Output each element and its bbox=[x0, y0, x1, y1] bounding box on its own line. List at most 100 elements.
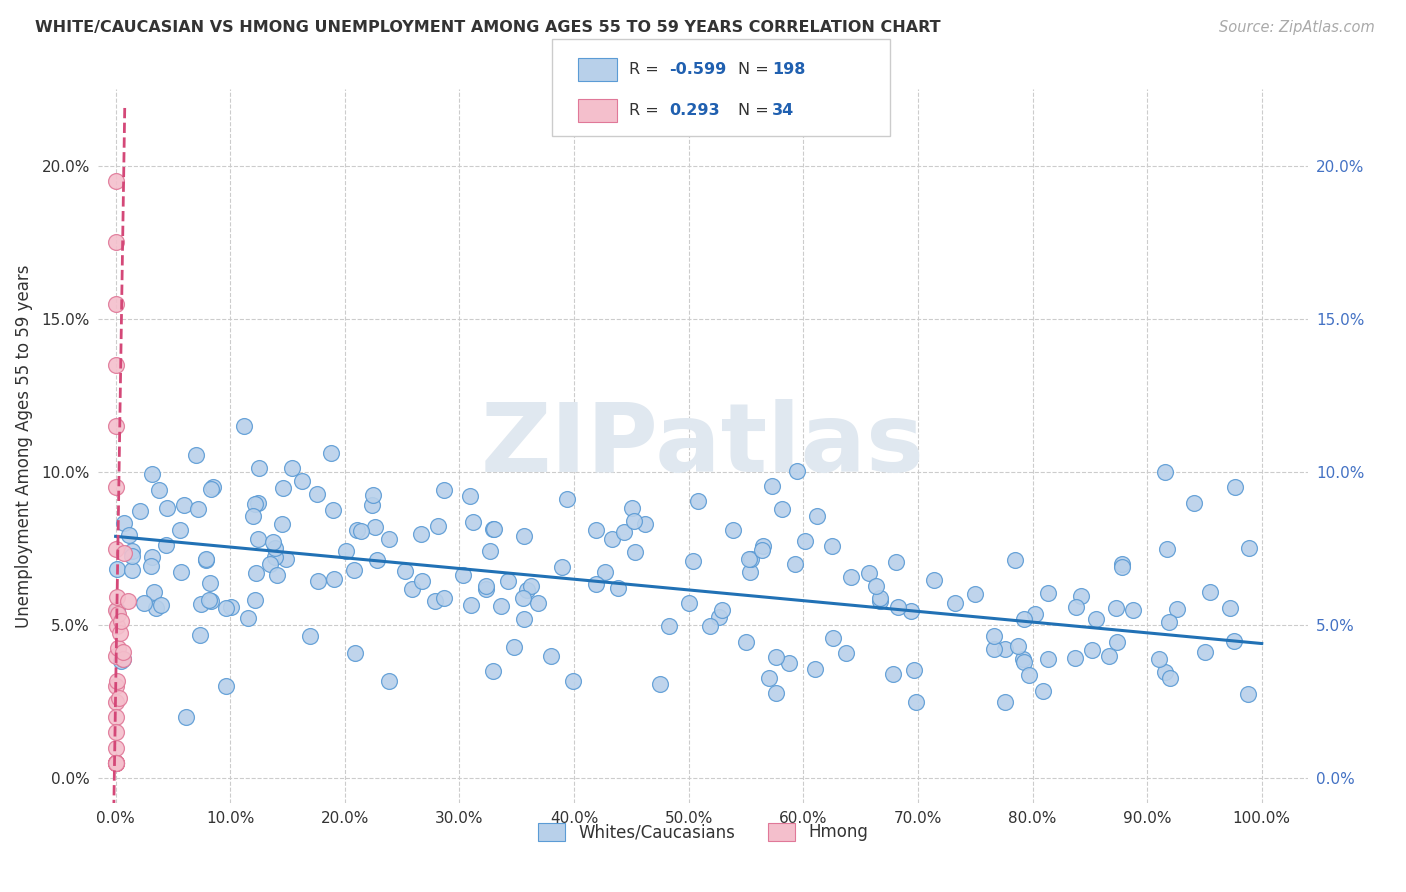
Point bbox=[512, 591, 534, 605]
Point bbox=[600, 533, 623, 547]
Point bbox=[104, 419, 127, 434]
Point bbox=[184, 448, 207, 462]
Point bbox=[1222, 633, 1244, 648]
Point bbox=[711, 603, 734, 617]
Text: ZIPatlas: ZIPatlas bbox=[481, 400, 925, 492]
Point bbox=[104, 648, 127, 663]
Point bbox=[1007, 639, 1029, 653]
Point bbox=[112, 546, 135, 560]
Point bbox=[1064, 651, 1087, 665]
Point bbox=[274, 552, 297, 566]
Point bbox=[551, 560, 574, 574]
Point bbox=[778, 656, 800, 670]
Point bbox=[104, 480, 127, 494]
Point bbox=[620, 500, 643, 515]
Point bbox=[1014, 655, 1036, 669]
Point bbox=[343, 646, 366, 660]
Point bbox=[903, 663, 925, 677]
Point bbox=[105, 562, 128, 576]
FancyBboxPatch shape bbox=[551, 39, 890, 136]
Point bbox=[242, 509, 264, 524]
Point bbox=[1111, 558, 1133, 572]
Point bbox=[188, 628, 211, 642]
Text: WHITE/CAUCASIAN VS HMONG UNEMPLOYMENT AMONG AGES 55 TO 59 YEARS CORRELATION CHAR: WHITE/CAUCASIAN VS HMONG UNEMPLOYMENT AM… bbox=[35, 20, 941, 35]
Point bbox=[965, 587, 987, 601]
Point bbox=[361, 488, 384, 502]
Point bbox=[169, 565, 191, 579]
Point bbox=[740, 552, 762, 566]
Text: 0.293: 0.293 bbox=[669, 103, 720, 118]
Text: R =: R = bbox=[630, 62, 664, 77]
Point bbox=[945, 596, 967, 610]
Point bbox=[110, 626, 132, 640]
Point bbox=[104, 756, 127, 770]
Point bbox=[993, 641, 1015, 656]
Text: R =: R = bbox=[630, 103, 669, 118]
Point bbox=[765, 686, 787, 700]
Point bbox=[104, 174, 127, 188]
Point bbox=[243, 497, 266, 511]
Point bbox=[169, 523, 191, 537]
Point bbox=[475, 582, 498, 596]
Point bbox=[770, 502, 793, 516]
Point bbox=[246, 532, 269, 546]
Point bbox=[839, 570, 862, 584]
Point bbox=[245, 593, 267, 607]
Point bbox=[290, 474, 312, 488]
Point bbox=[658, 619, 681, 633]
Point bbox=[900, 604, 922, 618]
Point bbox=[394, 564, 416, 578]
Point bbox=[321, 446, 343, 460]
Point bbox=[121, 549, 143, 563]
Point bbox=[699, 619, 721, 633]
Point bbox=[593, 565, 616, 579]
Point bbox=[121, 543, 143, 558]
Point bbox=[219, 599, 242, 614]
Point bbox=[709, 610, 731, 624]
Point bbox=[804, 662, 827, 676]
Point bbox=[834, 646, 856, 660]
Point bbox=[266, 568, 288, 582]
Point bbox=[104, 756, 127, 770]
Point bbox=[613, 524, 636, 539]
Point bbox=[104, 756, 127, 770]
Point bbox=[1219, 600, 1241, 615]
Point bbox=[335, 544, 357, 558]
Point bbox=[118, 528, 141, 542]
Point bbox=[1024, 607, 1046, 622]
Point bbox=[520, 579, 543, 593]
Point bbox=[187, 502, 209, 516]
Point bbox=[411, 574, 433, 589]
Point bbox=[1184, 496, 1206, 510]
Point bbox=[1105, 600, 1128, 615]
Point bbox=[481, 522, 503, 536]
Point bbox=[1154, 665, 1177, 680]
Point bbox=[785, 558, 807, 572]
Text: N =: N = bbox=[738, 103, 773, 118]
Point bbox=[607, 582, 630, 596]
Point bbox=[496, 574, 519, 589]
Point bbox=[513, 612, 536, 626]
Point bbox=[107, 607, 129, 621]
Point bbox=[145, 601, 167, 615]
Point bbox=[299, 629, 322, 643]
Point bbox=[489, 599, 512, 613]
Text: Source: ZipAtlas.com: Source: ZipAtlas.com bbox=[1219, 20, 1375, 35]
Point bbox=[366, 553, 388, 567]
Point bbox=[110, 614, 132, 628]
Point bbox=[740, 565, 762, 579]
Point bbox=[527, 596, 550, 610]
Point bbox=[245, 566, 267, 580]
Point bbox=[1085, 612, 1108, 626]
Point bbox=[201, 480, 224, 494]
Point bbox=[233, 419, 256, 434]
Point bbox=[1070, 589, 1092, 603]
Point bbox=[721, 523, 744, 537]
Point bbox=[821, 631, 844, 645]
Point bbox=[105, 618, 128, 632]
Point bbox=[905, 695, 928, 709]
Point bbox=[634, 516, 657, 531]
Point bbox=[648, 677, 671, 691]
Point bbox=[735, 634, 758, 648]
Point bbox=[259, 557, 281, 571]
